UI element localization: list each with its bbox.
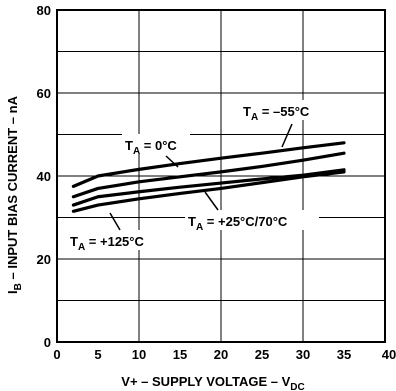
y-axis-title: IB – INPUT BIAS CURRENT – nA (5, 95, 24, 294)
y-axis-title-post: – INPUT BIAS CURRENT – nA (5, 95, 20, 283)
x-tick-labels: 0 5 10 15 20 25 30 35 40 (53, 347, 396, 362)
annotation-25-70c-box (185, 210, 319, 230)
y-tick-labels: 0 20 40 60 80 (37, 3, 51, 350)
annotation-0c-text: TA = 0°C (125, 138, 177, 157)
leader-0c (165, 155, 179, 168)
x-tick-label: 25 (255, 347, 269, 362)
y-tick-label: 60 (37, 86, 51, 101)
annotation-minus55: TA = –55°C (238, 100, 332, 123)
annotation-minus55-box (238, 100, 332, 120)
y-axis-title-sub: B (13, 283, 24, 290)
x-tick-label: 15 (173, 347, 187, 362)
annotation-0c: TA = 0°C (122, 134, 190, 157)
y-tick-label: 20 (37, 252, 51, 267)
x-axis-title-main: V+ – SUPPLY VOLTAGE – V (121, 374, 290, 389)
x-tick-label: 30 (296, 347, 310, 362)
leader-minus55 (281, 123, 293, 148)
x-tick-label: 40 (382, 347, 396, 362)
leader-plus125 (109, 212, 121, 231)
x-tick-label: 20 (214, 347, 228, 362)
series-line-3 (71, 170, 346, 213)
x-tick-label: 35 (337, 347, 351, 362)
y-axis-title-pre: I (5, 290, 20, 294)
annotation-plus125-box (67, 230, 167, 250)
plot-frame (56, 9, 386, 343)
annotation-minus55-text: TA = –55°C (243, 104, 310, 123)
y-tick-label: 40 (37, 169, 51, 184)
series-line-1 (71, 151, 346, 199)
series-group (71, 141, 346, 213)
x-axis-title-sub: DC (290, 382, 304, 391)
annotation-25-70c-text: TA = +25°C/70°C (188, 214, 288, 233)
series-line-2 (71, 168, 346, 207)
leader-25-70c (204, 191, 219, 211)
annotation-plus125: TA = +125°C (67, 230, 167, 253)
x-axis-title: V+ – SUPPLY VOLTAGE – VDC (121, 374, 304, 391)
x-tick-label: 10 (132, 347, 146, 362)
annotation-25-70c: TA = +25°C/70°C (185, 210, 319, 233)
annotation-plus125-text: TA = +125°C (70, 234, 144, 253)
series-line-0 (71, 141, 346, 188)
annotation-0c-box (122, 134, 190, 154)
y-tick-label: 80 (37, 3, 51, 18)
y-tick-label: 0 (44, 335, 51, 350)
x-tick-label: 0 (53, 347, 60, 362)
x-tick-label: 5 (94, 347, 101, 362)
